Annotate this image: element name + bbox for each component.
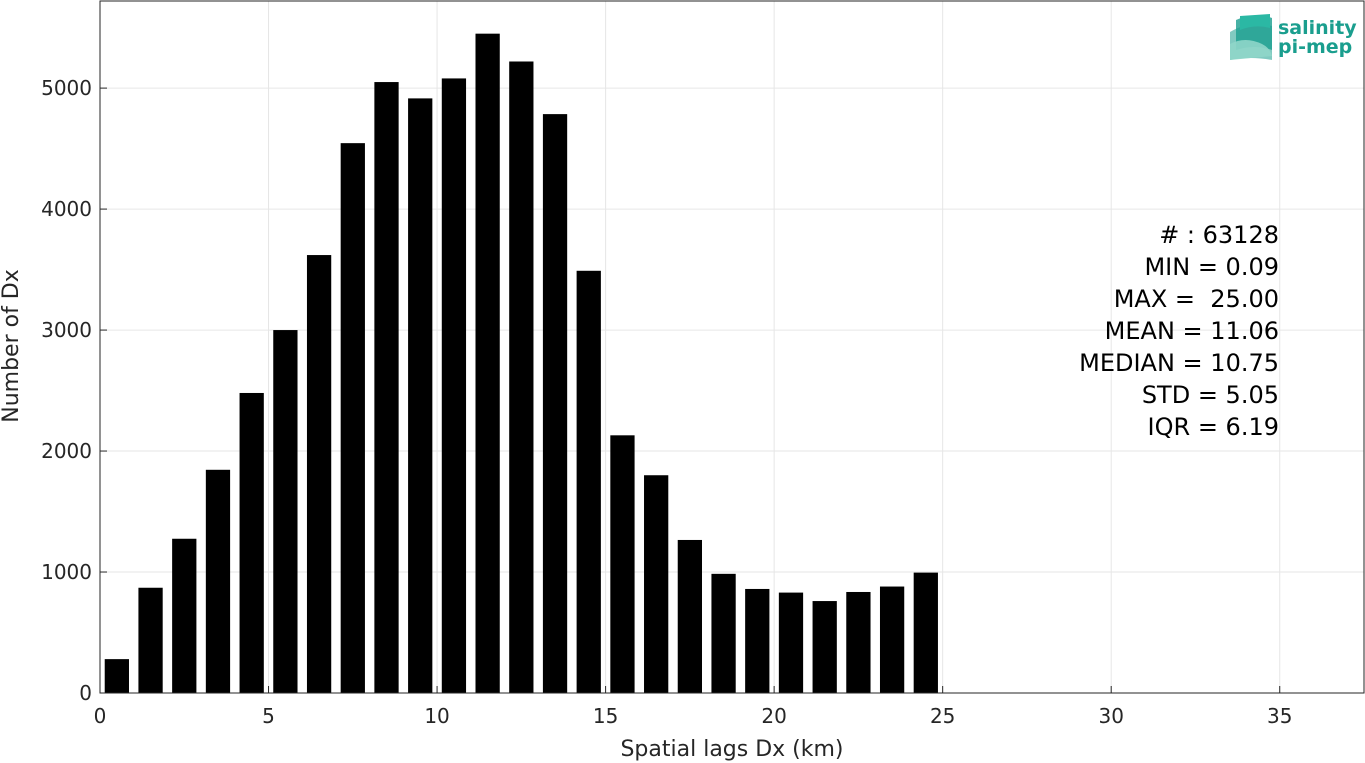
x-axis-label: Spatial lags Dx (km) <box>620 737 843 762</box>
x-tick-label: 35 <box>1267 704 1292 728</box>
histogram-bar <box>644 475 669 693</box>
histogram-bar <box>104 659 129 693</box>
histogram-bar <box>172 538 197 693</box>
histogram-bar <box>576 270 601 693</box>
stat-median: MEDIAN = 10.75 <box>1079 349 1279 377</box>
histogram-bar <box>205 469 231 693</box>
x-tick-label: 10 <box>424 704 449 728</box>
logo-text-salinity: salinity <box>1278 17 1357 39</box>
histogram-bar <box>610 435 635 693</box>
histogram-bar <box>542 114 568 694</box>
histogram-bar <box>745 588 770 693</box>
histogram-bar <box>879 586 905 693</box>
histogram-bar <box>408 98 433 693</box>
stat-iqr: IQR = 6.19 <box>1148 413 1279 441</box>
stat-count: # : 63128 <box>1159 221 1279 249</box>
histogram-bar <box>677 539 703 693</box>
x-tick-label: 25 <box>930 704 955 728</box>
stat-mean: MEAN = 11.06 <box>1105 317 1279 345</box>
x-tick-label: 0 <box>94 704 107 728</box>
salinity-pimep-logo: salinity pi-mep <box>1230 14 1357 60</box>
bars <box>104 33 938 694</box>
y-tick-label: 4000 <box>41 197 92 221</box>
plot-frame <box>99 0 1365 694</box>
y-tick-label: 1000 <box>41 560 92 584</box>
histogram-bar <box>340 143 365 694</box>
x-tick-label: 5 <box>262 704 275 728</box>
x-tick-label: 15 <box>593 704 618 728</box>
stat-min: MIN = 0.09 <box>1144 253 1279 281</box>
axis-ticks: 0 5 10 15 20 25 30 35 0 1000 2000 3000 4000 5000 <box>41 76 1292 728</box>
histogram-bar <box>306 255 332 693</box>
y-tick-label: 2000 <box>41 439 92 463</box>
x-tick-label: 30 <box>1098 704 1123 728</box>
histogram-bar <box>812 601 837 693</box>
histogram-bar <box>374 82 399 693</box>
y-axis-label: Number of Dx <box>0 269 24 423</box>
y-tick-label: 0 <box>79 681 92 705</box>
x-tick-label: 20 <box>761 704 786 728</box>
histogram-bar <box>778 592 804 693</box>
histogram-bar <box>273 330 298 693</box>
wave-logo-icon <box>1230 14 1272 60</box>
histogram-bar <box>509 61 534 694</box>
histogram-bar <box>846 591 871 693</box>
stat-std: STD = 5.05 <box>1142 381 1279 409</box>
histogram-bar <box>239 392 264 693</box>
logo-text-pimep: pi-mep <box>1278 36 1352 58</box>
y-tick-label: 3000 <box>41 318 92 342</box>
histogram-bar <box>711 573 736 693</box>
histogram-bar <box>475 33 500 694</box>
histogram-bar <box>138 587 163 693</box>
stats-box: # : 63128 MIN = 0.09 MAX = 25.00 MEAN = … <box>1079 221 1279 441</box>
stat-max: MAX = 25.00 <box>1114 285 1279 313</box>
histogram-bar <box>441 78 467 693</box>
y-tick-label: 5000 <box>41 76 92 100</box>
histogram-bar <box>913 572 938 693</box>
